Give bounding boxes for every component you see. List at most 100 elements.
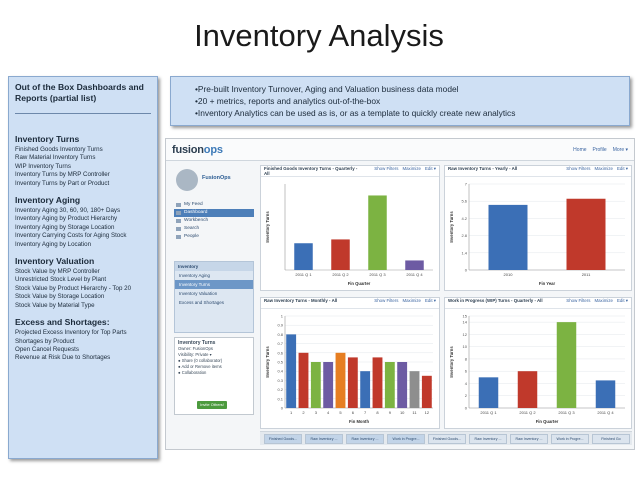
bar [310,362,321,408]
y-tick-label: 12 [463,332,468,337]
bottom-tab[interactable]: Finished Goods... [428,433,466,444]
bottom-tab[interactable]: Raw Inventory ... [510,433,548,444]
nav-item-workbench[interactable]: Workbench [174,217,254,225]
app-sidebar: FusionOps My Feed Dashboard Workbench Se… [170,165,256,445]
bar [298,352,309,408]
show-filters-link[interactable]: Show Filters [374,298,399,303]
show-filters-link[interactable]: Show Filters [566,166,591,171]
report-item: Stock Value by Product Hierarchy - Top 2… [15,284,132,292]
bar [556,322,577,408]
bar [372,357,383,408]
y-tick-label: 0.9 [277,323,283,328]
nav-item-search[interactable]: Search [174,225,254,233]
x-tick-label: 2011 Q 3 [369,272,386,277]
x-tick-label: 2011 Q 2 [519,410,536,415]
inv-item-turns[interactable]: Inventory Turns [175,280,253,289]
info-collaboration[interactable]: ● Collaboration [178,370,207,375]
chart-card-2: Raw Inventory Turns - Yearly - All Show F… [444,165,632,291]
section-title: Inventory Aging [15,195,81,206]
fusionops-logo[interactable]: fusionops [172,144,223,156]
y-axis-label: Inventory Turns [265,211,270,243]
edit-menu[interactable]: Edit ▾ [617,166,628,171]
nav-menu: My Feed Dashboard Workbench Search Peopl… [174,201,254,241]
bottom-tab[interactable]: Work in Progre... [387,433,425,444]
report-item: Inventory Aging by Storage Location [15,223,115,231]
x-tick-label: 5 [339,410,342,415]
report-item: Shortages by Product [15,337,75,345]
y-tick-label: 10 [463,344,468,349]
bottom-tab[interactable]: Finished Goods... [264,433,302,444]
maximize-link[interactable]: Maximize [402,298,421,303]
edit-menu[interactable]: Edit ▾ [425,298,436,303]
bar [331,239,350,270]
home-link[interactable]: Home [573,146,587,153]
x-tick-label: 4 [327,410,330,415]
section-title: Inventory Turns [15,134,80,144]
inv-item-aging[interactable]: Inventory Aging [179,273,211,278]
x-tick-label: 9 [389,410,392,415]
show-filters-link[interactable]: Show Filters [374,166,399,171]
y-tick-label: 0.4 [277,369,283,374]
y-axis-label: Inventory Turns [449,211,454,243]
bottom-tab[interactable]: Raw Inventory ... [305,433,343,444]
maximize-link[interactable]: Maximize [594,166,613,171]
bottom-tab[interactable]: Finished Go [592,433,630,444]
logo-text-b: ops [203,143,223,156]
report-item: Open Cancel Requests [15,345,79,353]
edit-menu[interactable]: Edit ▾ [617,298,628,303]
info-add-remove[interactable]: ● Add or Remove items [178,364,222,369]
inv-item-valuation[interactable]: Inventory Valuation [179,291,218,296]
maximize-link[interactable]: Maximize [594,298,613,303]
y-tick-label: 7 [465,182,468,187]
bar [405,260,424,270]
y-axis-label: Inventory Turns [265,346,270,378]
invite-button[interactable]: Invite Others! [197,401,227,409]
nav-item-dashboard[interactable]: Dashboard [174,209,254,217]
bar [347,357,358,408]
avatar[interactable] [176,169,198,191]
y-tick-label: 0 [465,406,468,411]
inv-item-excess[interactable]: Excess and Shortages [179,300,225,305]
bar [360,371,371,408]
chart-title: Raw Inventory Turns - Monthly - All [264,298,338,303]
bar [478,377,499,408]
chart-title: Finished Goods Inventory Turns - Quarter… [264,166,358,176]
y-tick-label: 4.2 [461,216,467,221]
y-tick-label: 0.6 [277,350,283,355]
bottom-tab[interactable]: Work in Progre... [551,433,589,444]
app-header: fusionops Home Profile More ▾ [166,139,634,161]
more-menu[interactable]: More ▾ [612,146,628,153]
bullet-3: •Inventory Analytics can be used as is, … [195,108,516,118]
show-filters-link[interactable]: Show Filters [566,298,591,303]
report-item: Raw Material Inventory Turns [15,154,96,162]
nav-item-my-feed[interactable]: My Feed [174,201,254,209]
inventory-panel-title[interactable]: Inventory [175,262,253,271]
inventory-panel: Inventory Inventory Aging Inventory Turn… [174,261,254,333]
nav-item-people[interactable]: People [174,233,254,241]
y-tick-label: 2.8 [461,233,467,238]
x-axis-label: Fin Month [349,419,369,424]
user-name[interactable]: FusionOps [202,175,231,181]
info-owner: Owner: FusionOps [178,346,213,351]
bullets-panel: •Pre-built Inventory Turnover, Aging and… [170,76,630,126]
section-title: Inventory Valuation [15,256,95,267]
report-item: Stock Value by MRP Controller [15,268,100,276]
report-item: Inventory Aging 30, 60, 90, 180+ Days [15,207,121,215]
report-item: Inventory Turns by Part or Product [15,179,110,187]
profile-link[interactable]: Profile [592,146,607,153]
report-item: Inventory Aging by Product Hierarchy [15,215,118,223]
info-share[interactable]: ● Share (0 collaborator) [178,358,223,363]
chart-card-4: Work in Progress (WIP) Turns - Quarterly… [444,297,632,429]
bottom-tab[interactable]: Raw Inventory ... [469,433,507,444]
edit-menu[interactable]: Edit ▾ [425,166,436,171]
report-item: Revenue at Risk Due to Shortages [15,354,111,362]
report-item: Inventory Aging by Location [15,240,92,248]
info-visibility[interactable]: Visibility: Private ▾ [178,352,212,357]
x-tick-label: 10 [400,410,405,415]
y-tick-label: 0.7 [277,341,283,346]
bar [397,362,408,408]
bottom-tab[interactable]: Raw Inventory ... [346,433,384,444]
bar [384,362,395,408]
maximize-link[interactable]: Maximize [402,166,421,171]
x-tick-label: 7 [364,410,367,415]
